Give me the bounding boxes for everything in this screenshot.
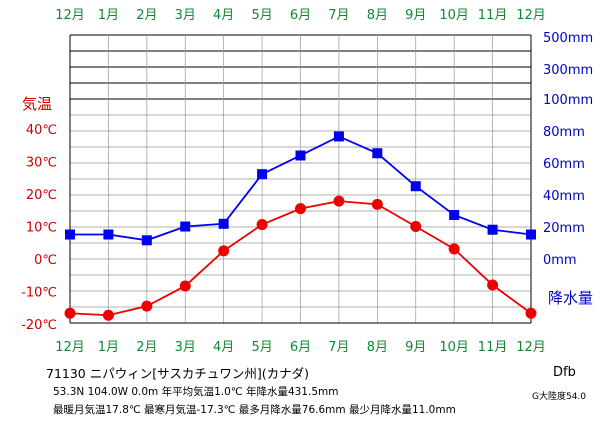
precipitation-point (487, 224, 498, 235)
temperature-point (102, 309, 114, 321)
temperature-tick-label: 0℃ (34, 253, 57, 268)
precipitation-point (372, 148, 383, 159)
series-layer (64, 131, 537, 321)
chart-grid (69, 35, 532, 324)
month-label-top: 2月 (136, 8, 157, 23)
station-summary: 53.3N 104.0W 0.0m 年平均気温1.0℃ 年降水量431.5mm (53, 386, 339, 398)
precipitation-tick-label: 100mm (543, 93, 593, 108)
temperature-point (64, 307, 76, 319)
temperature-point (218, 245, 230, 257)
precipitation-point (103, 229, 114, 240)
temperature-point (487, 279, 499, 291)
bottom-month-labels: 12月 1月 2月 3月 4月 5月 6月 7月 8月 9月 10月 11月 12月 (55, 340, 546, 355)
temperature-point (141, 300, 153, 312)
month-label-bottom: 6月 (290, 340, 311, 355)
month-label-bottom: 12月 (55, 340, 85, 355)
month-label-top: 1月 (98, 8, 119, 23)
precipitation-axis-label: 降水量 (548, 289, 593, 307)
month-label-bottom: 5月 (251, 340, 272, 355)
month-label-bottom: 10月 (439, 340, 469, 355)
temperature-point (179, 280, 191, 292)
precipitation-point (526, 229, 536, 240)
month-label-bottom: 8月 (367, 340, 388, 355)
precipitation-point (295, 150, 306, 161)
month-label-bottom: 11月 (478, 340, 508, 355)
temperature-tick-label: 40℃ (26, 123, 57, 138)
temperature-tick-label: -10℃ (21, 286, 57, 301)
precipitation-point (141, 235, 152, 246)
station-extremes: 最暖月気温17.8℃ 最寒月気温-17.3℃ 最多月降水量76.6mm 最少月降… (53, 404, 456, 416)
temperature-tick-label: 30℃ (26, 156, 57, 171)
temperature-point (295, 203, 306, 215)
month-label-top: 4月 (213, 8, 234, 23)
precipitation-tick-label: 40mm (543, 189, 585, 204)
precipitation-tick-label: 20mm (543, 221, 585, 236)
precipitation-tick-label: 300mm (543, 63, 593, 78)
precipitation-tick-label: 60mm (543, 157, 585, 172)
continentality-index: G大陸度54.0 (532, 392, 587, 402)
temperature-point (410, 221, 422, 232)
temperature-point (525, 307, 537, 319)
month-label-top: 3月 (175, 8, 196, 23)
temperature-point (448, 243, 460, 255)
precipitation-point (410, 181, 421, 192)
precipitation-point (180, 221, 191, 232)
month-label-top: 5月 (251, 8, 272, 23)
precipitation-tick-labels: 500mm 300mm 100mm 80mm 60mm 40mm 20mm 0mm (543, 31, 593, 268)
temperature-point (256, 219, 268, 231)
precipitation-point (65, 229, 75, 240)
temperature-point (371, 198, 383, 210)
precipitation-tick-label: 80mm (543, 125, 585, 140)
month-label-top: 9月 (405, 8, 426, 23)
temperature-tick-label: 10℃ (26, 221, 57, 236)
month-label-bottom: 9月 (405, 340, 426, 355)
top-month-labels: 12月 1月 2月 3月 4月 5月 6月 7月 8月 9月 10月 11月 12月 (55, 8, 546, 23)
month-label-top: 12月 (55, 8, 85, 23)
precipitation-point (449, 210, 460, 220)
month-label-top: 7月 (328, 8, 349, 23)
month-label-bottom: 3月 (175, 340, 196, 355)
precipitation-point (257, 169, 268, 180)
climate-classification: Dfb (553, 365, 576, 380)
temperature-tick-labels: 40℃ 30℃ 20℃ 10℃ 0℃ -10℃ -20℃ (21, 123, 57, 333)
temperature-tick-label: -20℃ (21, 318, 57, 333)
month-label-bottom: 2月 (136, 340, 157, 355)
precipitation-tick-label: 500mm (543, 31, 593, 46)
precipitation-tick-label: 0mm (543, 253, 577, 268)
month-label-top: 10月 (439, 8, 469, 23)
precipitation-point (333, 131, 344, 142)
temperature-tick-label: 20℃ (26, 188, 57, 203)
month-label-top: 8月 (367, 8, 388, 23)
month-label-top: 12月 (516, 8, 546, 23)
month-label-bottom: 4月 (213, 340, 234, 355)
month-label-top: 11月 (478, 8, 508, 23)
station-title: 71130 ニパウィン[サスカチュワン州](カナダ) (46, 366, 309, 381)
temperature-axis-label: 気温 (22, 95, 52, 113)
month-label-bottom: 12月 (516, 340, 546, 355)
precipitation-point (218, 218, 229, 229)
month-label-bottom: 7月 (328, 340, 349, 355)
month-label-bottom: 1月 (98, 340, 119, 355)
month-label-top: 6月 (290, 8, 311, 23)
temperature-point (333, 195, 345, 207)
